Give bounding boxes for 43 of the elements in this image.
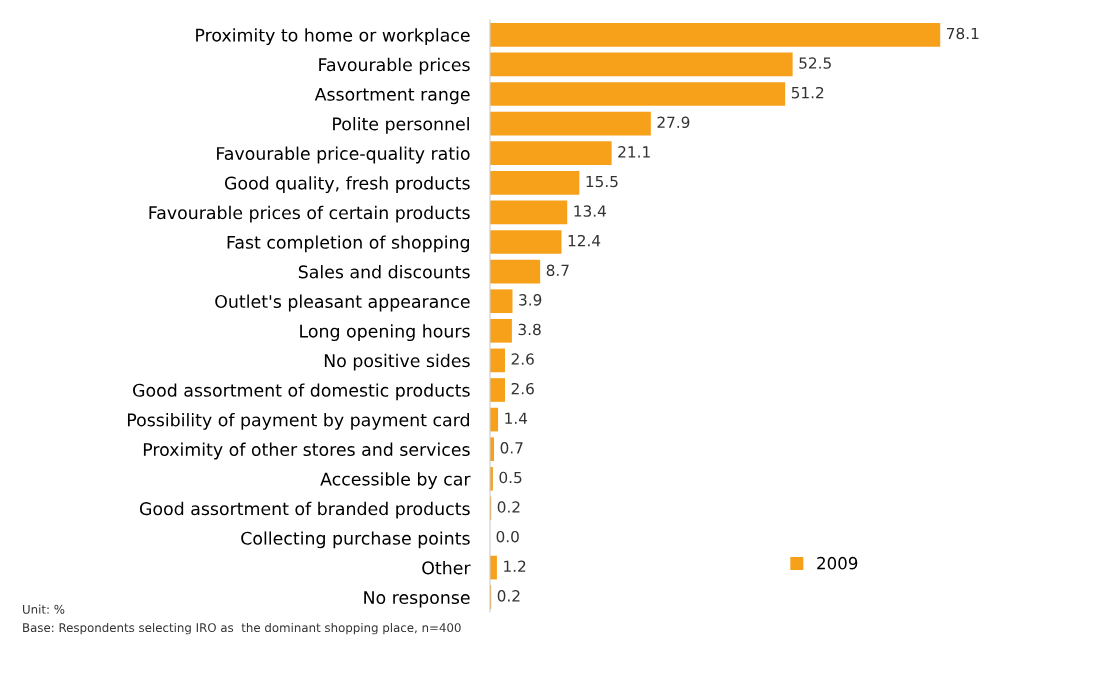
text: Base: Respondents selecting IRO as the dominant shopping place, n=400 — [23, 622, 461, 635]
y-tick-label: No response — [364, 591, 470, 608]
y-tick-label: No positive sides — [324, 353, 470, 371]
data-label: 3.8 — [518, 323, 541, 336]
data-label: 3.9 — [519, 294, 542, 306]
data-label: 15.5 — [586, 175, 618, 188]
legend-label: 2009 — [817, 556, 858, 570]
y-tick-label: Other — [422, 561, 471, 575]
data-label: 51.2 — [791, 86, 824, 99]
y-tick-label: Favourable price-quality ratio — [217, 146, 470, 164]
data-label: 13.4 — [574, 205, 606, 217]
y-tick-label: Favourable prices — [319, 57, 470, 75]
y-tick-label: Accessible by car — [320, 472, 471, 490]
data-label: 0.2 — [497, 501, 520, 513]
data-label: 0.7 — [500, 442, 523, 454]
y-tick-label: Assortment range — [314, 87, 470, 105]
y-tick-label: Proximity to home or workplace — [196, 28, 470, 46]
y-tick-label: Fast completion of shopping — [227, 235, 469, 253]
data-label: 52.5 — [799, 57, 831, 69]
data-label: 0.0 — [496, 530, 519, 543]
data-label: 2.6 — [511, 382, 534, 395]
data-label: 21.1 — [618, 146, 650, 158]
y-tick-label: Good assortment of branded products — [139, 501, 470, 519]
data-label: 0.2 — [497, 590, 520, 602]
data-label: 2.6 — [511, 353, 534, 365]
text: Unit: % — [23, 604, 65, 614]
y-tick-label: Good quality, fresh products — [224, 176, 470, 194]
y-tick-label: Long opening hours — [300, 324, 470, 342]
y-tick-label: Polite personnel — [333, 117, 469, 134]
data-label: 1.4 — [505, 412, 528, 424]
data-label: 27.9 — [657, 116, 690, 129]
data-label: 1.2 — [504, 560, 526, 572]
y-tick-label: Favourable prices of certain products — [149, 205, 470, 223]
y-tick-label: Good assortment of domestic products — [133, 383, 470, 401]
data-label: 78.1 — [947, 27, 979, 40]
data-label: 8.7 — [546, 264, 569, 277]
data-label: 0.5 — [499, 471, 522, 484]
y-tick-label: Outlet's pleasant appearance — [215, 294, 470, 312]
y-tick-label: Sales and discounts — [298, 265, 470, 279]
data-label: 12.4 — [568, 234, 601, 247]
y-tick-label: Possibility of payment by payment card — [127, 413, 469, 430]
y-tick-label: Proximity of other stores and services — [143, 442, 470, 460]
y-tick-label: Collecting purchase points — [241, 531, 470, 549]
